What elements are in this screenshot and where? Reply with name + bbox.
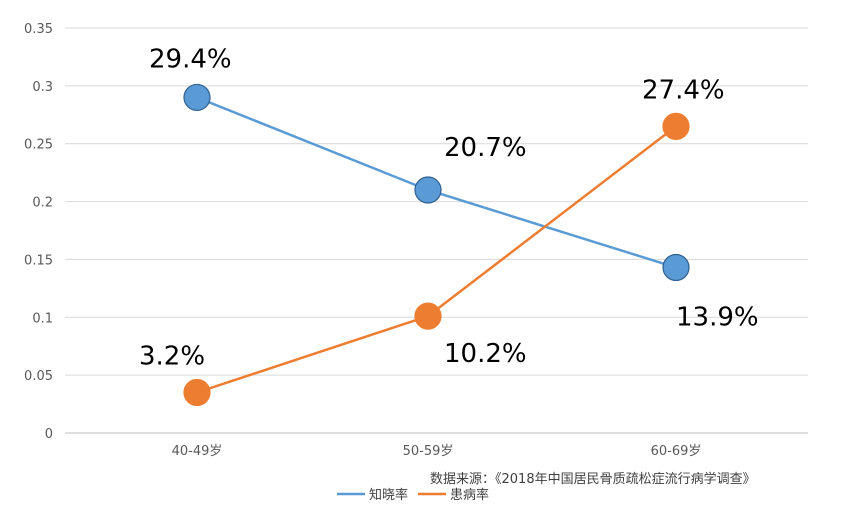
data-point-marker — [662, 253, 690, 282]
y-axis-ticks: 0 0.05 0.1 0.15 0.2 0.25 0.3 0.35 — [24, 22, 53, 442]
source-note: 数据来源：《2018年中国居民骨质疏松症流行病学调查》 — [430, 471, 756, 487]
y-tick-label: 0.2 — [32, 196, 53, 211]
x-tick-label: 40-49岁 — [172, 444, 223, 459]
data-label: 13.9% — [676, 303, 759, 333]
x-tick-label: 60-69岁 — [651, 444, 702, 459]
data-label: 3.2% — [139, 342, 205, 372]
data-labels: 29.4% 20.7% 13.9% 3.2% 10.2% 27.4% — [139, 44, 759, 371]
legend: 知晓率 患病率 — [337, 487, 489, 503]
y-tick-label: 0.1 — [32, 311, 53, 326]
data-point-marker — [414, 176, 442, 204]
y-tick-label: 0.3 — [32, 80, 53, 95]
y-tick-label: 0.25 — [24, 138, 53, 153]
legend-label: 知晓率 — [369, 487, 408, 503]
legend-label: 患病率 — [450, 487, 489, 503]
y-tick-label: 0.35 — [24, 22, 53, 37]
data-label: 20.7% — [444, 133, 527, 163]
x-tick-label: 50-59岁 — [403, 444, 454, 459]
series-lines — [196, 96, 677, 394]
y-tick-label: 0 — [45, 427, 53, 442]
y-tick-label: 0.15 — [24, 253, 53, 268]
data-point-marker — [414, 302, 442, 330]
data-point-marker — [183, 83, 211, 112]
y-tick-label: 0.05 — [24, 369, 53, 384]
x-axis-ticks: 40-49岁 50-59岁 60-69岁 — [172, 444, 702, 459]
data-label: 27.4% — [642, 75, 725, 105]
data-label: 10.2% — [444, 339, 527, 369]
data-point-marker — [662, 112, 690, 140]
series-markers — [183, 83, 690, 407]
data-label: 29.4% — [149, 44, 232, 74]
data-point-marker — [183, 378, 211, 407]
